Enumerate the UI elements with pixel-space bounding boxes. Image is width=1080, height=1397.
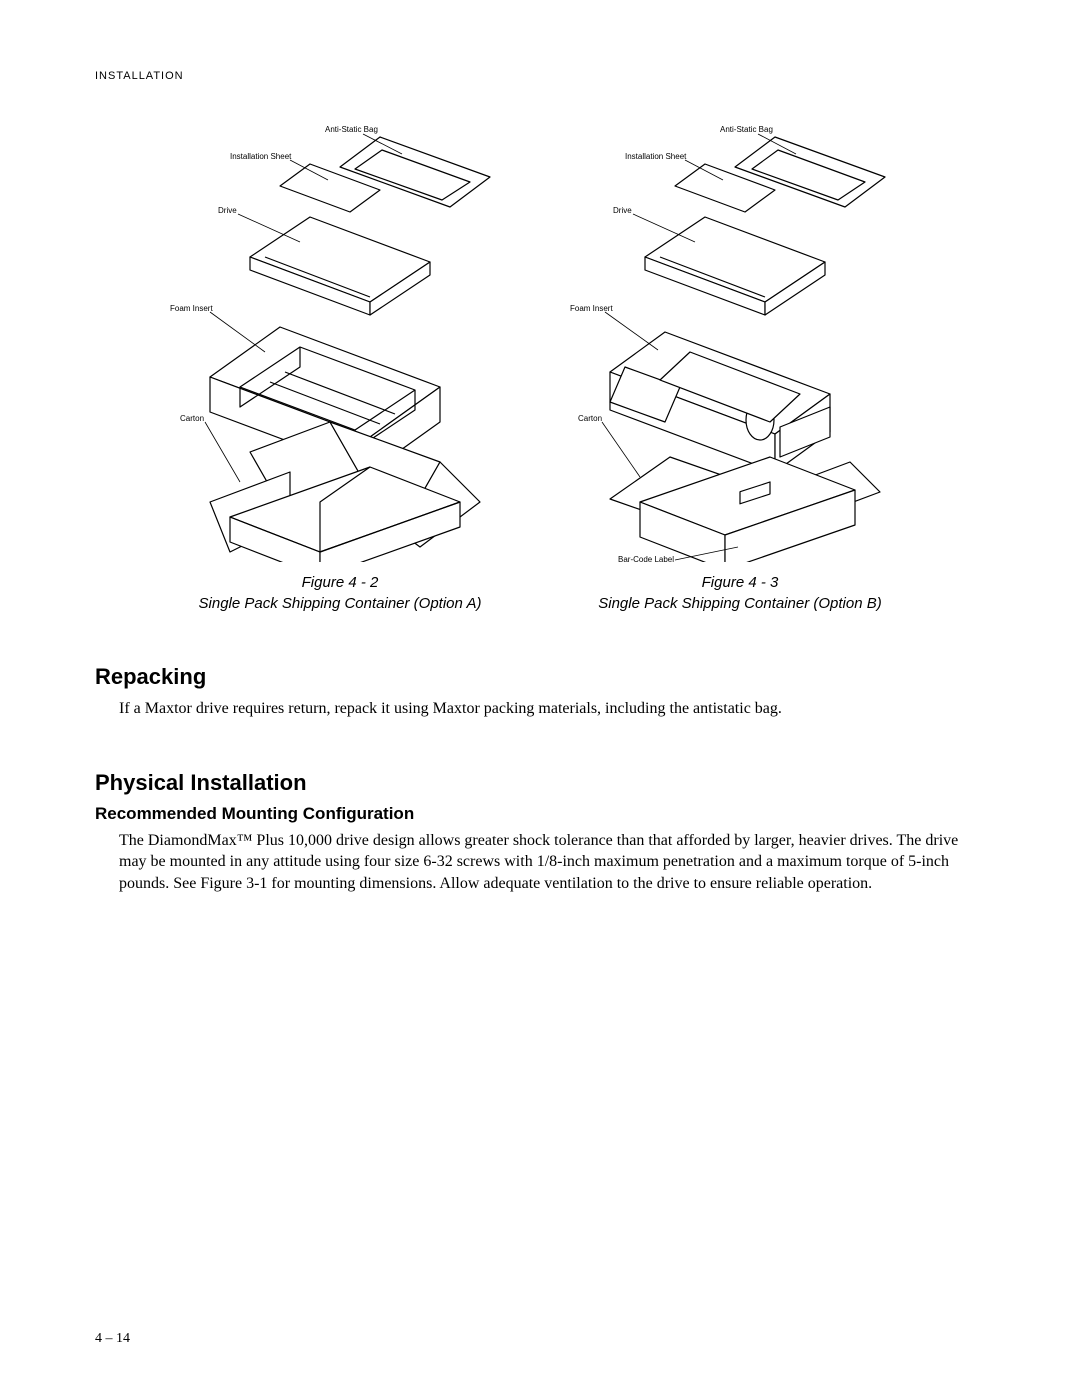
label-foam-b: Foam Insert [570,304,613,313]
label-antistatic-b: Anti-Static Bag [720,125,773,134]
figure-right-number: Figure 4 - 3 [598,572,882,593]
label-barcode-b: Bar-Code Label [618,555,674,562]
diagram-option-a-icon: Anti-Static Bag Installation Sheet Drive… [170,122,510,562]
diagram-option-b-icon: Anti-Static Bag Installation Sheet Drive… [570,122,910,562]
body-physical: The DiamondMax™ Plus 10,000 drive design… [119,830,985,895]
figure-left-caption: Figure 4 - 2 Single Pack Shipping Contai… [199,572,482,614]
figure-left: Anti-Static Bag Installation Sheet Drive… [170,122,510,614]
heading-physical: Physical Installation [95,770,985,796]
label-carton: Carton [180,414,204,423]
header-section-label: INSTALLATION [95,70,985,82]
label-antistatic: Anti-Static Bag [325,125,378,134]
figure-left-number: Figure 4 - 2 [199,572,482,593]
figure-right-caption: Figure 4 - 3 Single Pack Shipping Contai… [598,572,882,614]
body-repacking: If a Maxtor drive requires return, repac… [119,698,985,720]
document-page: INSTALLATION [0,0,1080,1397]
subheading-mounting: Recommended Mounting Configuration [95,804,985,824]
heading-repacking: Repacking [95,664,985,690]
label-sheet-b: Installation Sheet [625,152,687,161]
page-number: 4 – 14 [95,1331,130,1347]
figure-right: Anti-Static Bag Installation Sheet Drive… [570,122,910,614]
label-drive-b: Drive [613,206,632,215]
figures-row: Anti-Static Bag Installation Sheet Drive… [95,122,985,614]
label-foam: Foam Insert [170,304,213,313]
label-sheet: Installation Sheet [230,152,292,161]
label-drive: Drive [218,206,237,215]
figure-right-title: Single Pack Shipping Container (Option B… [598,593,882,614]
figure-left-title: Single Pack Shipping Container (Option A… [199,593,482,614]
label-carton-b: Carton [578,414,602,423]
